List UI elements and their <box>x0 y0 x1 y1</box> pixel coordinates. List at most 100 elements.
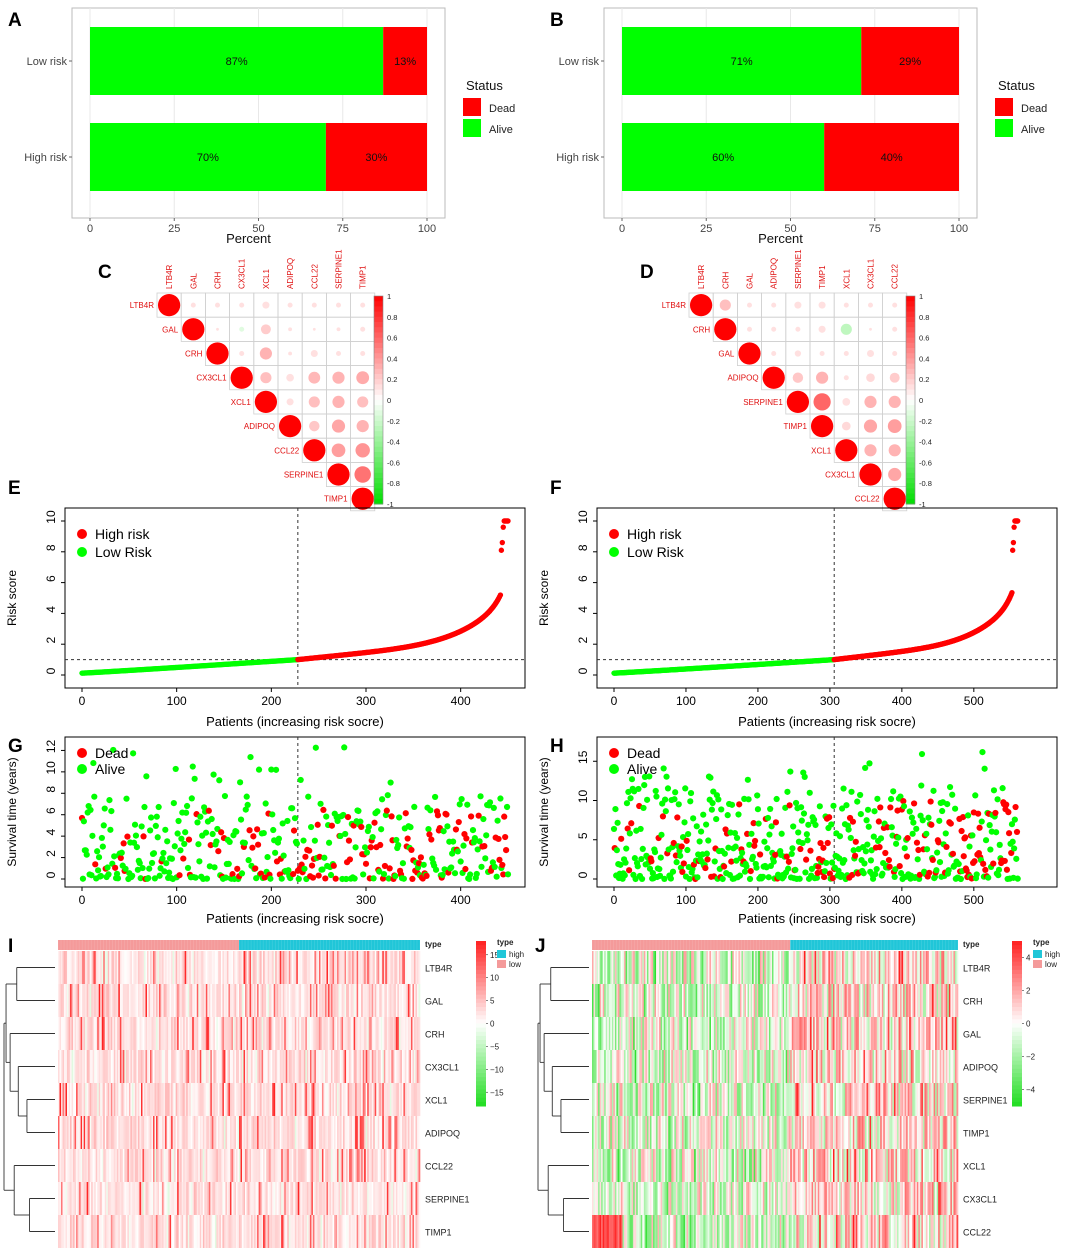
bar-alive <box>622 27 862 95</box>
dead-point <box>290 827 298 834</box>
x-tick-label: 0 <box>611 893 618 907</box>
alive-point <box>764 845 771 852</box>
alive-point <box>1011 845 1018 852</box>
alive-point <box>610 825 618 833</box>
alive-point <box>395 842 402 849</box>
dead-point <box>976 824 983 831</box>
alive-point <box>242 806 249 813</box>
alive-point <box>673 859 680 866</box>
corr-circle <box>794 301 802 309</box>
corr-circle <box>889 372 900 383</box>
alive-point <box>685 830 692 838</box>
type-bar-high <box>790 940 958 950</box>
risk-point <box>505 518 511 524</box>
alive-point <box>243 793 250 800</box>
gene-col-label: XCL1 <box>262 268 271 289</box>
alive-point <box>399 860 407 867</box>
dead-point <box>913 839 921 846</box>
dead-point <box>903 853 910 860</box>
alive-point <box>966 843 973 850</box>
x-axis-label: Patients (increasing risk socre) <box>206 714 384 729</box>
alive-point <box>736 872 744 879</box>
y-tick-label: 2 <box>44 637 58 644</box>
alive-point <box>703 850 710 857</box>
alive-point <box>305 793 312 800</box>
alive-point <box>88 872 95 879</box>
corr-circle <box>206 342 229 365</box>
dead-point <box>467 813 475 820</box>
alive-point <box>694 874 701 881</box>
alive-point <box>312 744 319 751</box>
alive-point <box>104 864 111 871</box>
alive-point <box>420 861 427 868</box>
colorbar-segment <box>374 452 383 458</box>
alive-point <box>275 835 283 842</box>
alive-point <box>494 817 501 824</box>
gene-col-label: CX3CL1 <box>867 258 876 289</box>
corr-circle <box>864 395 877 408</box>
gene-col-label: TIMP1 <box>359 265 368 289</box>
alive-point <box>628 776 636 783</box>
alive-point <box>796 875 803 882</box>
alive-point <box>486 799 494 806</box>
alive-point <box>792 799 800 807</box>
colorbar-segment <box>374 472 383 479</box>
alive-point <box>293 840 300 847</box>
colorbar-segment <box>906 342 915 349</box>
alive-point <box>848 788 855 795</box>
dead-point <box>721 863 728 870</box>
alive-point <box>861 860 868 867</box>
x-axis-label: Percent <box>758 231 803 246</box>
dead-point <box>876 844 883 851</box>
dead-point <box>503 846 510 854</box>
dead-point <box>180 855 187 862</box>
dead-point <box>455 818 462 826</box>
colorbar-frame <box>373 295 384 505</box>
colorbar-segment <box>906 296 915 302</box>
dead-point <box>261 874 268 881</box>
alive-point <box>805 821 812 828</box>
colorbar-segment <box>374 436 383 443</box>
dead-point <box>852 838 859 845</box>
alive-point <box>184 864 192 872</box>
colorbar-segment <box>906 348 915 354</box>
legend-dot-dead <box>77 748 87 758</box>
alive-point <box>877 835 885 842</box>
gene-label: LTB4R <box>425 964 453 974</box>
bar-dead <box>383 27 427 95</box>
alive-point <box>887 795 895 803</box>
alive-point <box>675 801 682 808</box>
alive-point <box>744 776 751 783</box>
colorbar-segment <box>906 420 915 427</box>
colorbar-segment <box>476 1011 486 1016</box>
colorbar-segment <box>906 374 915 380</box>
colorbar-segment <box>374 415 383 422</box>
colorbar-segment <box>476 1023 486 1029</box>
dead-point <box>803 856 810 863</box>
alive-point <box>182 829 189 836</box>
dead-point <box>218 829 225 836</box>
alive-point <box>396 814 403 821</box>
dead-point <box>982 866 989 874</box>
colorbar-tick: 0.8 <box>387 313 397 322</box>
colorbar-segment <box>476 965 486 971</box>
alive-point <box>177 847 184 854</box>
alive-point <box>337 832 344 840</box>
corr-circle <box>286 373 294 382</box>
alive-point <box>448 864 455 871</box>
dead-point <box>680 860 687 867</box>
alive-point <box>854 798 861 805</box>
colorbar-segment <box>374 337 383 344</box>
bar-alive <box>90 123 326 191</box>
corr-circle <box>239 351 245 356</box>
heat-cell <box>418 951 421 984</box>
gene-row-label: TIMP1 <box>324 495 348 504</box>
corr-circle <box>888 467 902 482</box>
alive-point <box>80 818 87 825</box>
legend-swatch-alive <box>995 119 1013 137</box>
alive-point <box>196 858 203 865</box>
alive-point <box>626 830 633 837</box>
